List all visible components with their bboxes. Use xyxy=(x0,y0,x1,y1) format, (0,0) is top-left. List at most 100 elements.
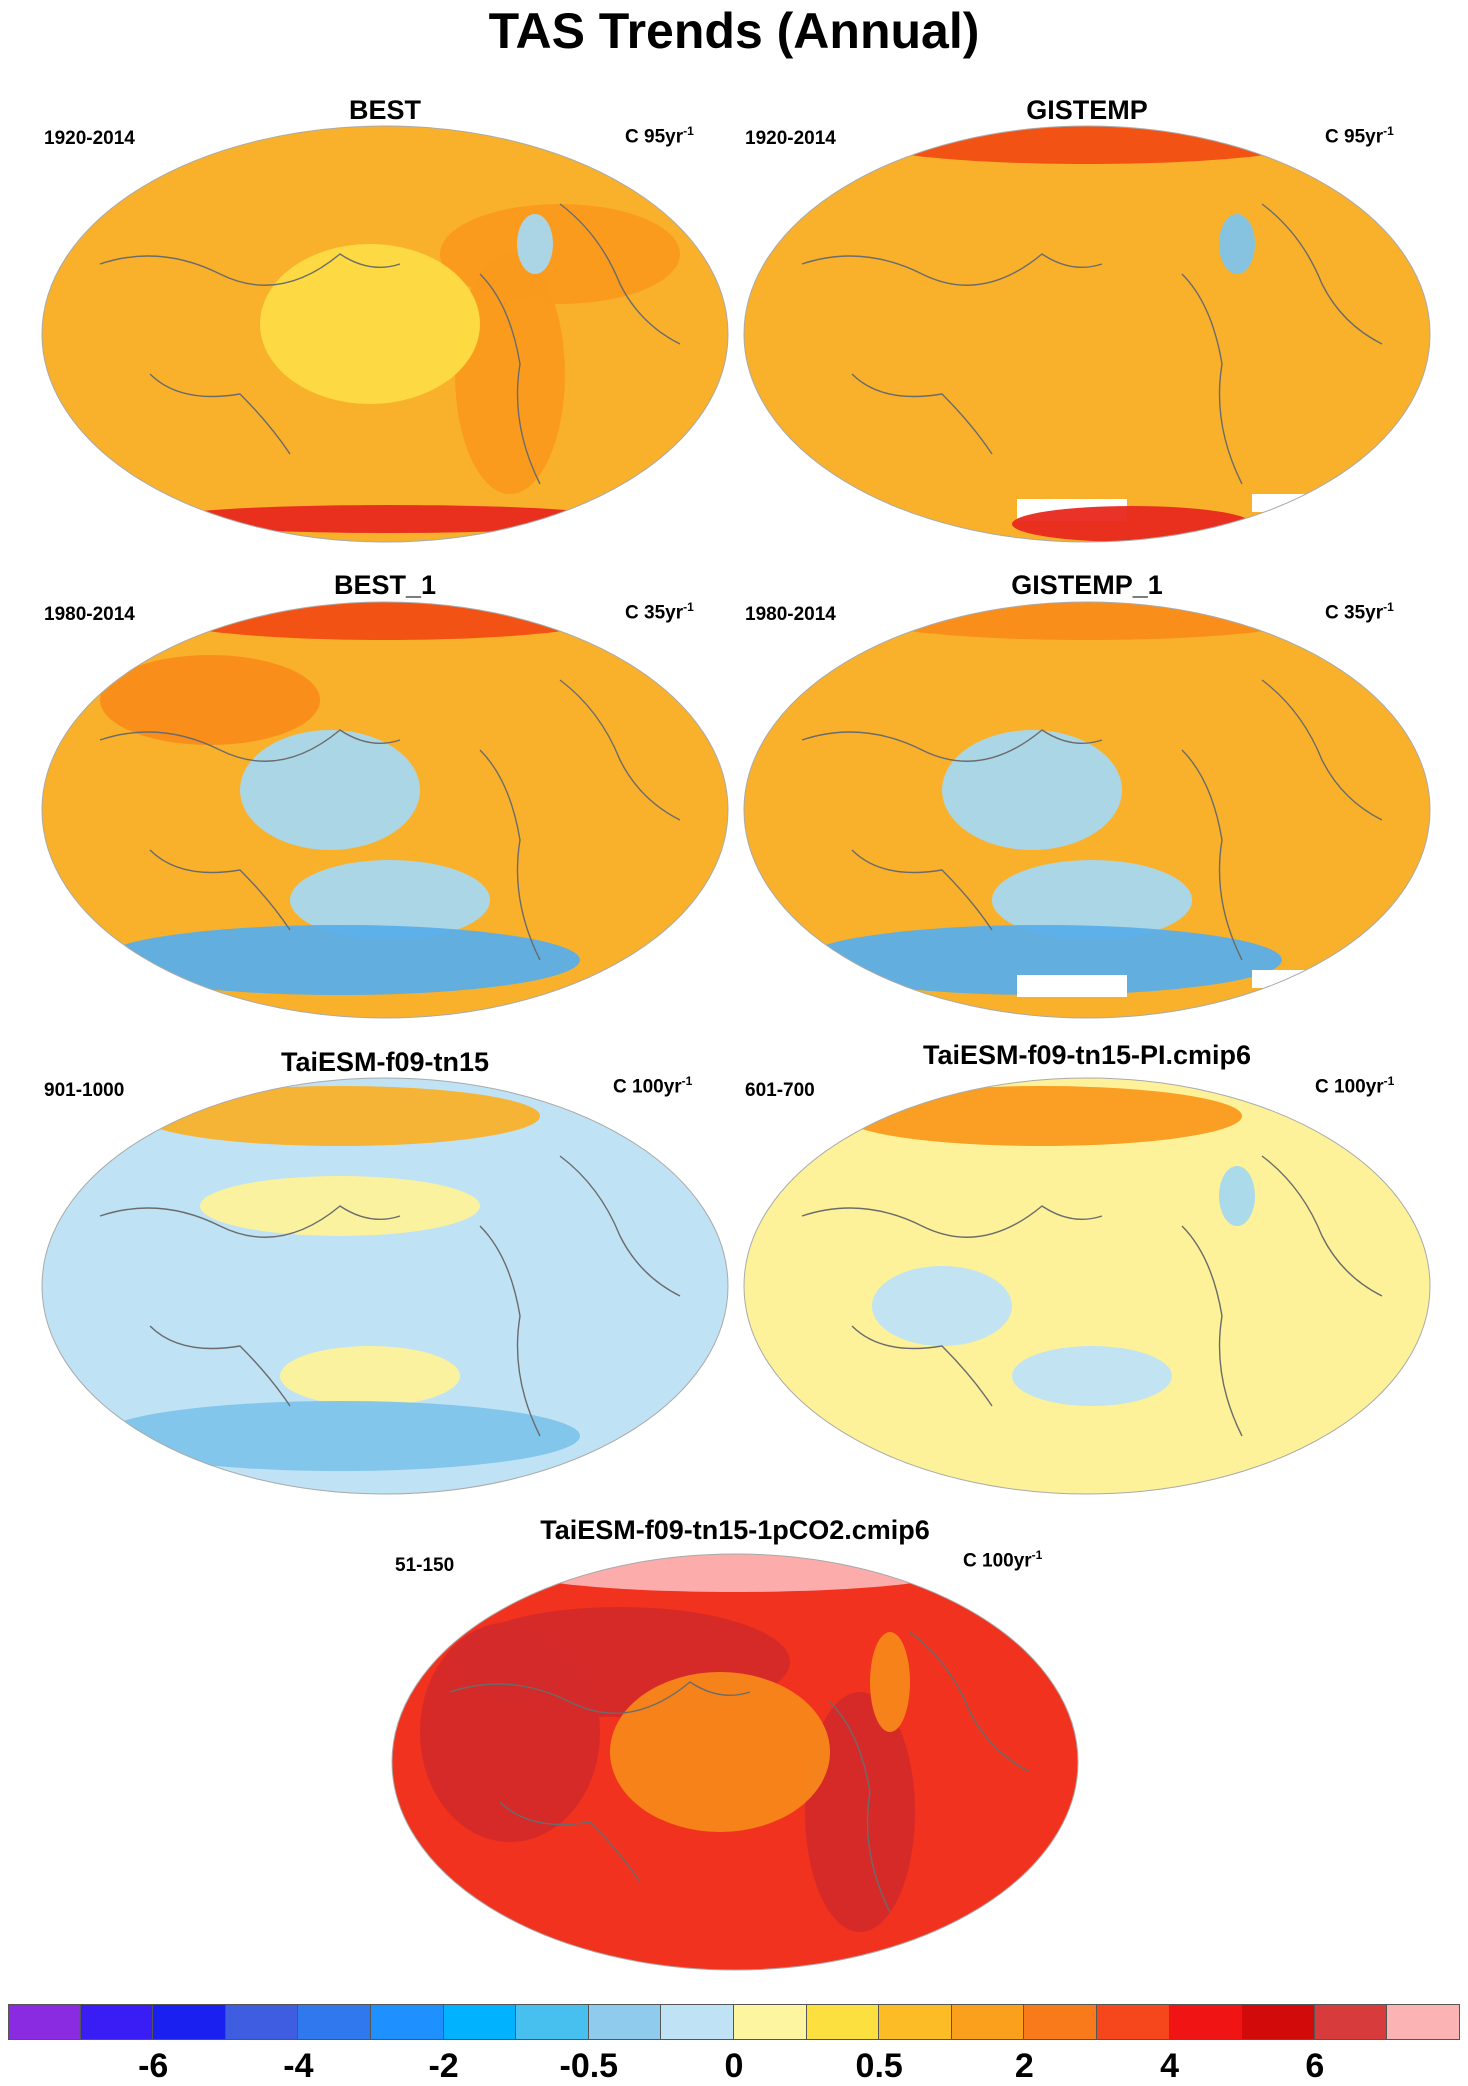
trend-map xyxy=(391,1553,1079,1971)
trend-map xyxy=(41,601,729,1019)
map-field-base xyxy=(744,126,1430,542)
colorbar-tick-label: -6 xyxy=(138,2047,169,2085)
coastline xyxy=(149,373,291,455)
coastline xyxy=(1181,273,1243,485)
colorbar-tick-label: 4 xyxy=(1160,2047,1180,2085)
map-outline xyxy=(743,125,1431,543)
colorbar-swatch xyxy=(1097,2004,1170,2040)
coastline xyxy=(1261,203,1383,345)
coastline xyxy=(559,203,681,345)
colorbar-swatch xyxy=(1242,2004,1315,2040)
map-region-arctic xyxy=(867,602,1307,640)
map-outline xyxy=(41,1077,729,1495)
map-region-southern-ocean-cool xyxy=(100,925,580,995)
colorbar-tick-label: -2 xyxy=(428,2047,459,2085)
colorbar-swatch xyxy=(806,2004,880,2040)
panel-title: BEST_1 xyxy=(333,570,437,600)
colorbar-tick-label: 6 xyxy=(1305,2047,1325,2085)
map-region-pacific-cool xyxy=(1012,1346,1172,1406)
coastline xyxy=(559,679,681,821)
panel-units: C 35yr-1 xyxy=(625,600,694,624)
map-region-east-pacific-cool xyxy=(992,860,1192,940)
panel-units: C 100yr-1 xyxy=(1315,1074,1395,1098)
map-region-antarctic-missing xyxy=(1017,975,1127,997)
map-region-north-atlantic xyxy=(870,1632,910,1732)
map-region-land xyxy=(805,1692,915,1932)
map-region-north-atlantic-cool xyxy=(1219,1166,1255,1226)
panel-units: C 100yr-1 xyxy=(613,1074,693,1098)
map-region-antarctic-missing xyxy=(1252,970,1362,988)
coastline xyxy=(1261,1155,1383,1297)
coastline xyxy=(851,849,993,931)
panel-title: TaiESM-f09-tn15 xyxy=(280,1047,490,1077)
map-region-pacific-cool xyxy=(872,1266,1012,1346)
map-region-antarctic-warm xyxy=(1012,506,1252,542)
coastline xyxy=(449,1681,751,1714)
coastline xyxy=(851,1325,993,1407)
colorbar xyxy=(8,2004,1460,2042)
map-region-arctic-warm xyxy=(140,1086,540,1146)
map-region-arctic xyxy=(515,1554,955,1592)
colorbar-swatch xyxy=(298,2004,371,2040)
map-region-western-hemisphere-land xyxy=(440,204,680,304)
coastline xyxy=(829,1701,891,1913)
map-outline xyxy=(41,601,729,1019)
colorbar-swatch xyxy=(734,2004,807,2040)
trend-map xyxy=(41,1077,729,1495)
map-outline xyxy=(41,125,729,543)
map-region-north-atlantic-cool xyxy=(517,214,553,274)
colorbar-swatch xyxy=(80,2004,154,2040)
main-title: TAS Trends (Annual) xyxy=(488,3,980,59)
colorbar-swatch xyxy=(371,2004,444,2040)
trend-map xyxy=(743,125,1431,543)
panel-units: C 35yr-1 xyxy=(1325,600,1394,624)
colorbar-swatch xyxy=(1314,2004,1388,2040)
map-region-east-pacific-cool xyxy=(240,730,420,850)
map-region-east-pacific-cool xyxy=(942,730,1122,850)
trend-map xyxy=(743,1077,1431,1495)
panel-period: 901-1000 xyxy=(44,1080,125,1101)
panel-title: GISTEMP xyxy=(1026,95,1148,125)
colorbar-tick-label: 2 xyxy=(1014,2047,1034,2085)
coastline xyxy=(1261,679,1383,821)
coastline xyxy=(479,1225,541,1437)
coastline xyxy=(559,1155,681,1297)
colorbar-swatch xyxy=(225,2004,299,2040)
coastline xyxy=(149,1325,291,1407)
panel-period: 1920-2014 xyxy=(44,128,135,149)
panel-units: C 100yr-1 xyxy=(963,1548,1043,1572)
coastline xyxy=(801,253,1103,286)
panel-title: GISTEMP_1 xyxy=(1011,570,1163,600)
map-region-arctic xyxy=(867,126,1307,164)
panel-period: 1980-2014 xyxy=(745,604,836,625)
coastline xyxy=(149,849,291,931)
coastline xyxy=(479,273,541,485)
coastline xyxy=(1181,1225,1243,1437)
colorbar-swatch xyxy=(951,2004,1025,2040)
colorbar-tick-label: 0.5 xyxy=(855,2047,903,2085)
map-region-southern-ocean-cool xyxy=(802,925,1282,995)
coastline xyxy=(801,729,1103,762)
colorbar-swatch xyxy=(1169,2004,1243,2040)
panel-period: 1920-2014 xyxy=(745,128,836,149)
colorbar-tick-label: -4 xyxy=(283,2047,314,2085)
map-region-arctic-warm xyxy=(842,1086,1242,1146)
colorbar-swatch xyxy=(879,2004,952,2040)
map-region-western-hemisphere-land xyxy=(455,254,565,494)
map-outline xyxy=(391,1553,1079,1971)
map-region-central-pacific xyxy=(260,244,480,404)
colorbar-swatch xyxy=(153,2004,226,2040)
panel-units: C 95yr-1 xyxy=(625,124,694,148)
colorbar-tick-label: 0 xyxy=(724,2047,744,2085)
panel-title: TaiESM-f09-tn15-1pCO2.cmip6 xyxy=(540,1515,930,1545)
map-region-north-atlantic-cool xyxy=(1219,214,1255,274)
trend-map xyxy=(41,125,729,543)
panel-period: 1980-2014 xyxy=(44,604,135,625)
panel-units: C 95yr-1 xyxy=(1325,124,1394,148)
coastline xyxy=(99,729,401,762)
coastline xyxy=(909,1631,1031,1773)
map-region-eurasia-warm xyxy=(100,655,320,745)
panel-title: BEST xyxy=(348,95,421,125)
map-region-southern-ocean-cool xyxy=(100,1401,580,1471)
colorbar-swatch xyxy=(8,2004,81,2040)
